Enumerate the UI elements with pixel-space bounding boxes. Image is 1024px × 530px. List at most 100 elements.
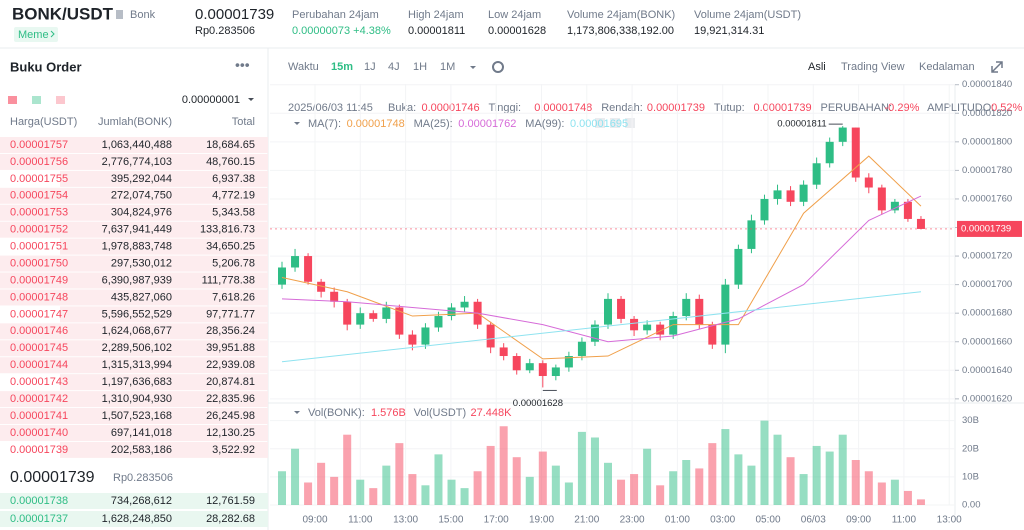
ask-depth (0, 289, 268, 306)
ma-eye[interactable] (595, 118, 605, 128)
bid-depth (0, 511, 268, 527)
price: 0.00001739 (195, 6, 274, 23)
bid-cell: 0.00001738 (10, 495, 68, 507)
ask-cell: 0.00001747 (10, 308, 68, 320)
candle-body (903, 201, 912, 219)
icon-asks[interactable] (56, 96, 65, 104)
volume-bar (382, 465, 391, 505)
interval[interactable]: 1M (440, 61, 455, 73)
tag-chip[interactable] (14, 27, 58, 42)
stat-label: Volume 24jam(USDT) (694, 9, 801, 21)
volume-bar (682, 460, 691, 505)
ma-value: 0.00001762 (458, 118, 516, 130)
volume-bar (499, 426, 508, 505)
ask-depth (0, 323, 268, 340)
y-tick-label: 0.00001720 (962, 251, 1012, 262)
ask-cell: 20,874.81 (206, 376, 255, 388)
ask-cell: 7,637,941,449 (102, 224, 172, 236)
view-tab[interactable]: Trading View (841, 61, 905, 73)
ask-cell: 48,760.15 (206, 156, 255, 168)
candle-body (304, 256, 313, 282)
candle-body (656, 324, 665, 335)
candle-body (447, 307, 456, 317)
ma-name: MA(25): (414, 118, 453, 130)
time-label: 23:00 (620, 515, 645, 526)
tag[interactable]: Meme (18, 29, 49, 41)
info-label: Tinggi: (489, 102, 522, 114)
ask-cell: 0.00001743 (10, 376, 68, 388)
bid-cell: 734,268,612 (111, 495, 172, 507)
stat-value: 0.00001811 (408, 25, 465, 37)
candle-body (291, 256, 300, 268)
candle-body (825, 141, 834, 164)
layout-icons[interactable] (8, 96, 65, 104)
ma-close[interactable] (625, 118, 635, 128)
ask-cell: 0.00001742 (10, 393, 68, 405)
icon-bids[interactable] (32, 96, 41, 104)
candle-body (525, 363, 534, 371)
ma-settings[interactable] (610, 118, 620, 128)
ask-depth (0, 272, 268, 289)
ma-name: MA(7): (308, 118, 341, 130)
precision[interactable]: 0.00000001 (182, 94, 240, 106)
ask-cell: 7,618.26 (212, 291, 255, 303)
interval[interactable]: 15m (331, 61, 353, 73)
volume-bar (890, 479, 899, 505)
ma-value: 0.00001748 (347, 118, 405, 130)
volume-bar (825, 451, 834, 505)
candle-body (721, 284, 730, 345)
candle-body (408, 334, 417, 345)
ask-cell: 22,939.08 (206, 359, 255, 371)
ask-cell: 34,650.25 (206, 241, 255, 253)
time-label: 21:00 (574, 515, 599, 526)
interval[interactable]: 1J (364, 61, 376, 73)
mid-price: 0.00001739 (10, 469, 95, 486)
ask-cell: 4,772.19 (212, 190, 255, 202)
ma-caret (294, 122, 300, 125)
ask-cell: 18,684.65 (206, 139, 255, 151)
candle-body (512, 356, 521, 371)
candle-body (317, 281, 326, 292)
candle-body (590, 324, 599, 342)
ask-cell: 26,245.98 (206, 410, 255, 422)
ask-cell: 3,522.92 (212, 444, 255, 456)
volume-bar (786, 457, 795, 505)
view-tab[interactable]: Kedalaman (919, 61, 975, 73)
interval-caret[interactable] (470, 66, 476, 69)
expand-icon[interactable] (991, 61, 1003, 73)
order-book-title: Buku Order (10, 59, 82, 74)
volume-bar (486, 445, 495, 505)
stat-value: 0.00001628 (488, 25, 546, 37)
candle-body (486, 324, 495, 348)
view-tab[interactable]: Asli (808, 61, 826, 73)
ask-depth (60, 170, 268, 187)
ask-cell: 0.00001752 (10, 224, 68, 236)
candle-body (499, 347, 508, 357)
info-time: 2025/06/03 11:45 (288, 102, 373, 114)
volume-bar (395, 443, 404, 505)
ask-cell: 0.00001750 (10, 257, 68, 269)
more-icon[interactable]: ••• (235, 57, 250, 73)
precision-caret[interactable] (248, 98, 254, 101)
ask-cell: 0.00001754 (10, 190, 68, 202)
ask-depth (0, 153, 268, 170)
ma-name: MA(99): (525, 118, 564, 130)
y-tick-label: 0.00001800 (962, 136, 1012, 147)
interval[interactable]: 1H (413, 61, 427, 73)
info-label: Tutup: (714, 102, 745, 114)
volume-bar (304, 482, 313, 505)
candle-body (421, 327, 430, 345)
ask-depth (0, 357, 268, 374)
icon-both[interactable] (8, 96, 17, 104)
volume-bar (669, 471, 678, 505)
settings-icon[interactable] (492, 61, 504, 73)
candle-body (838, 127, 847, 142)
time-label: 13:00 (937, 515, 962, 526)
ask-cell: 0.00001757 (10, 139, 68, 151)
candle-body (382, 307, 391, 319)
volume-legend-value: 27.448K (471, 407, 513, 419)
interval[interactable]: 4J (388, 61, 400, 73)
column-header: Jumlah(BONK) (98, 116, 172, 128)
volume-bar (356, 479, 365, 505)
